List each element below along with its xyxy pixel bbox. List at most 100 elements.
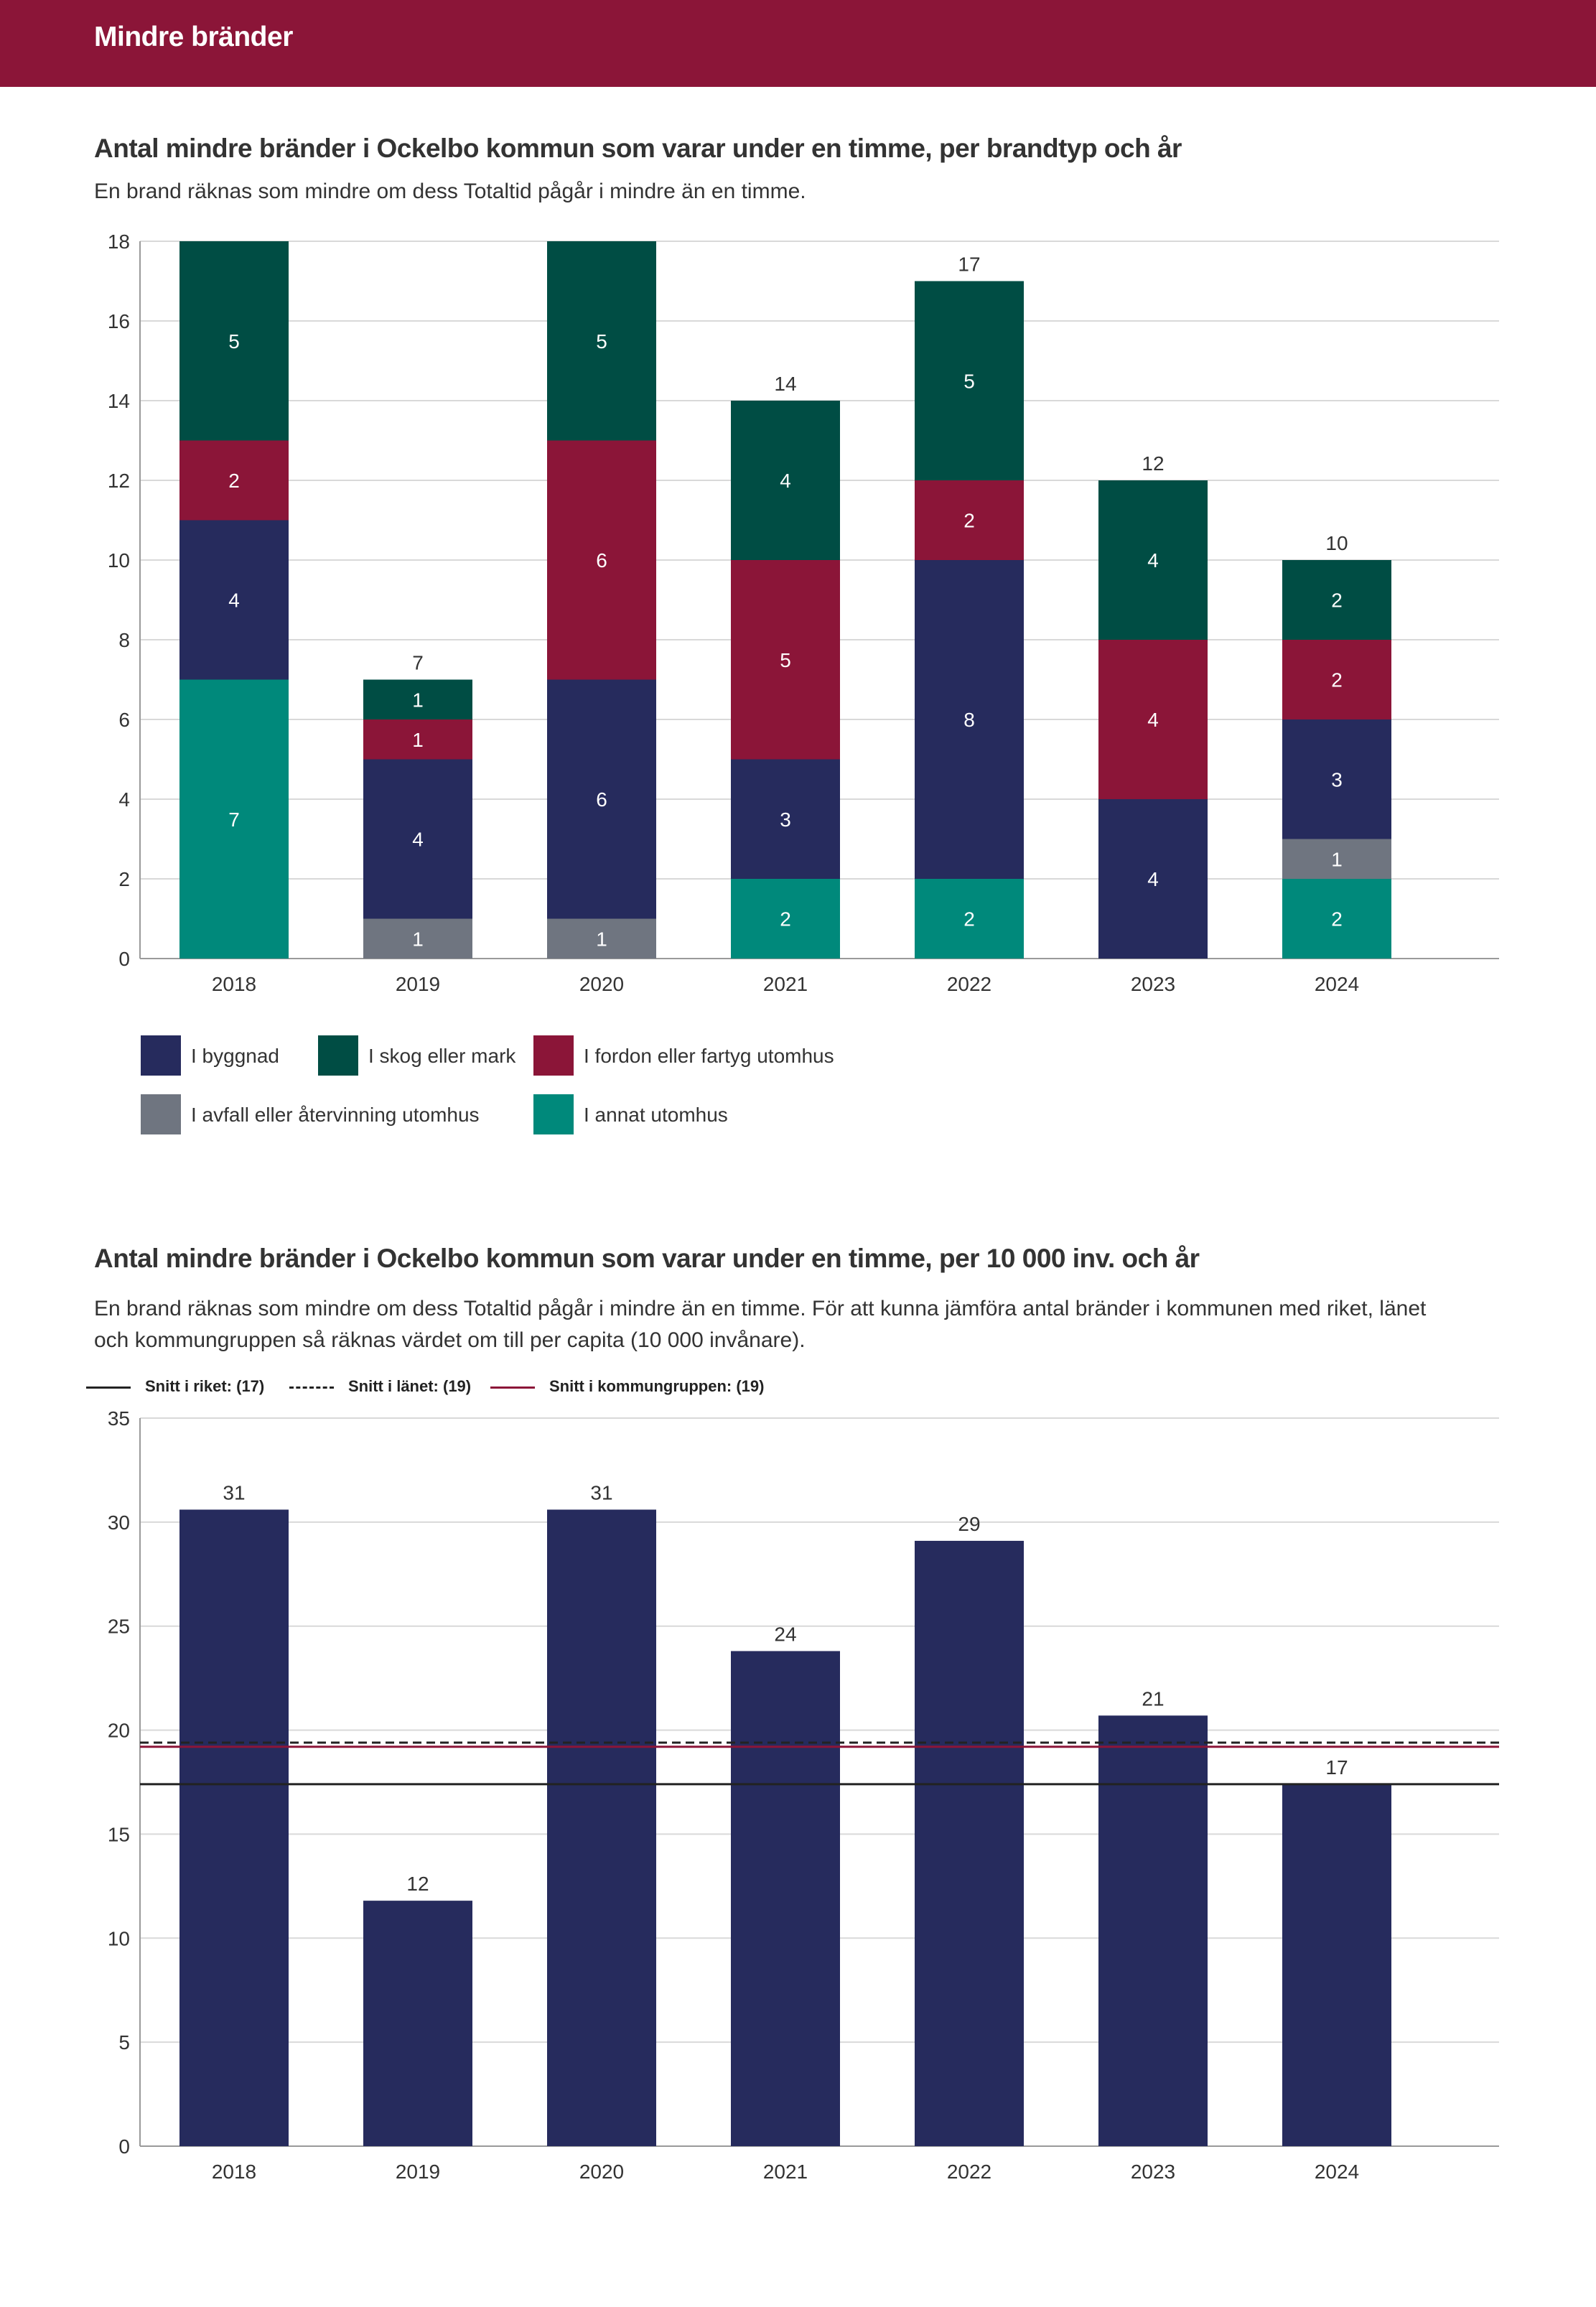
segment-value-label: 1 <box>412 729 424 751</box>
segment-value-label: 2 <box>780 908 791 931</box>
segment-value-label: 2 <box>1331 589 1343 612</box>
y-tick-label: 2 <box>118 868 130 890</box>
bar-segment-skog <box>547 241 656 441</box>
bar-segment-byggnad <box>363 759 472 919</box>
x-tick-label: 2021 <box>763 2161 808 2183</box>
segment-value-label: 6 <box>596 549 607 572</box>
x-tick-label: 2021 <box>763 973 808 995</box>
x-tick-label: 2020 <box>579 973 624 995</box>
bar <box>1282 1784 1391 2146</box>
bar-segment-byggnad <box>547 679 656 919</box>
segment-value-label: 4 <box>412 829 424 851</box>
bar-segment-annat <box>731 879 840 959</box>
bar-segment-fordon <box>547 440 656 680</box>
bar-total-label: 14 <box>774 373 796 395</box>
y-tick-label: 10 <box>108 1927 130 1949</box>
segment-value-label: 2 <box>963 908 975 931</box>
chart2-subtitle-line1: En brand räknas som mindre om dess Total… <box>94 1297 1427 1320</box>
bar-value-label: 21 <box>1142 1687 1164 1710</box>
y-tick-label: 30 <box>108 1511 130 1534</box>
y-tick-label: 8 <box>118 629 130 651</box>
bar-segment-avfall <box>547 918 656 959</box>
bar-value-label: 17 <box>1325 1756 1348 1779</box>
segment-value-label: 1 <box>596 928 607 950</box>
bar-segment-fordon <box>915 480 1024 560</box>
bar-segment-byggnad <box>731 759 840 879</box>
legend-line-dashed-icon <box>289 1386 334 1389</box>
y-tick-label: 25 <box>108 1616 130 1638</box>
legend-line-solid-icon <box>86 1386 131 1389</box>
x-tick-label: 2018 <box>212 2161 256 2183</box>
x-tick-label: 2020 <box>579 2161 624 2183</box>
bar <box>915 1540 1024 2146</box>
bar <box>363 1901 472 2146</box>
bar-segment-skog <box>915 281 1024 480</box>
chart1-subtitle: En brand räknas som mindre om dess Total… <box>94 180 806 203</box>
chart2-subtitle: En brand räknas som mindre om dess Total… <box>94 1293 1501 1356</box>
segment-value-label: 5 <box>228 330 240 353</box>
segment-value-label: 2 <box>1331 908 1343 931</box>
legend-label: I annat utomhus <box>584 1104 728 1126</box>
bar-value-label: 31 <box>590 1481 612 1504</box>
bar <box>1098 1715 1208 2146</box>
bar-segment-fordon <box>731 560 840 760</box>
bar-segment-byggnad <box>1282 719 1391 839</box>
bar-segment-byggnad <box>915 560 1024 879</box>
bar-segment-skog <box>1282 560 1391 640</box>
legend-swatch <box>533 1094 574 1134</box>
segment-value-label: 4 <box>228 589 240 612</box>
segment-value-label: 1 <box>412 689 424 711</box>
legend-lanet-label: Snitt i länet: (19) <box>348 1377 472 1395</box>
y-tick-label: 0 <box>118 2135 130 2158</box>
segment-value-label: 5 <box>963 370 975 392</box>
segment-value-label: 1 <box>412 928 424 950</box>
bar-segment-avfall <box>363 918 472 959</box>
legend-swatch <box>318 1035 358 1076</box>
bar-value-label: 12 <box>406 1873 429 1895</box>
page-title: Mindre bränder <box>94 22 293 52</box>
bar-segment-skog <box>363 679 472 719</box>
bar-segment-annat <box>1282 879 1391 959</box>
bar-chart-per-capita: 0 5 10 15 20 25 30 35 31 2018 12 2019 31 2020 24 2021 29… <box>108 1407 1499 2183</box>
bar-segment-annat <box>915 879 1024 959</box>
stacked-bar-chart: 0246810121416187425201814117201916652020… <box>108 230 1499 1134</box>
bar-segment-annat <box>179 679 289 959</box>
segment-value-label: 3 <box>780 808 791 831</box>
segment-value-label: 8 <box>963 709 975 731</box>
bar-total-label: 17 <box>958 253 980 276</box>
segment-value-label: 4 <box>780 470 791 492</box>
y-tick-label: 18 <box>108 230 130 253</box>
x-tick-label: 2019 <box>396 973 440 995</box>
y-tick-label: 15 <box>108 1823 130 1845</box>
bar <box>731 1651 840 2146</box>
legend-swatch <box>533 1035 574 1076</box>
x-tick-label: 2022 <box>947 973 991 995</box>
y-tick-label: 12 <box>108 470 130 492</box>
chart1-title: Antal mindre bränder i Ockelbo kommun so… <box>94 134 1182 163</box>
bar-total-label: 12 <box>1142 452 1164 475</box>
y-tick-label: 16 <box>108 310 130 332</box>
bar-segment-byggnad <box>1098 799 1208 959</box>
legend-line-red-icon <box>490 1386 535 1389</box>
legend-kommungruppen-label: Snitt i kommungruppen: (19) <box>549 1377 765 1395</box>
segment-value-label: 2 <box>963 510 975 532</box>
segment-value-label: 4 <box>1147 868 1159 890</box>
bar-value-label: 24 <box>774 1623 796 1645</box>
y-tick-label: 10 <box>108 549 130 572</box>
chart2-subtitle-line2: och kommungruppen så räknas värdet om ti… <box>94 1328 806 1352</box>
legend-swatch <box>141 1094 181 1134</box>
bar-total-label: 7 <box>412 652 424 674</box>
legend-swatch <box>141 1035 181 1076</box>
page-header: Mindre bränder <box>0 0 1596 87</box>
segment-value-label: 3 <box>1331 768 1343 791</box>
x-tick-label: 2018 <box>212 973 256 995</box>
bar-segment-fordon <box>363 719 472 760</box>
bar <box>179 1509 289 2146</box>
legend-label: I avfall eller återvinning utomhus <box>191 1104 480 1126</box>
legend-riket-label: Snitt i riket: (17) <box>145 1377 265 1395</box>
segment-value-label: 1 <box>1331 848 1343 870</box>
x-tick-label: 2023 <box>1131 2161 1175 2183</box>
segment-value-label: 7 <box>228 808 240 831</box>
segment-value-label: 4 <box>1147 549 1159 572</box>
segment-value-label: 4 <box>1147 709 1159 731</box>
